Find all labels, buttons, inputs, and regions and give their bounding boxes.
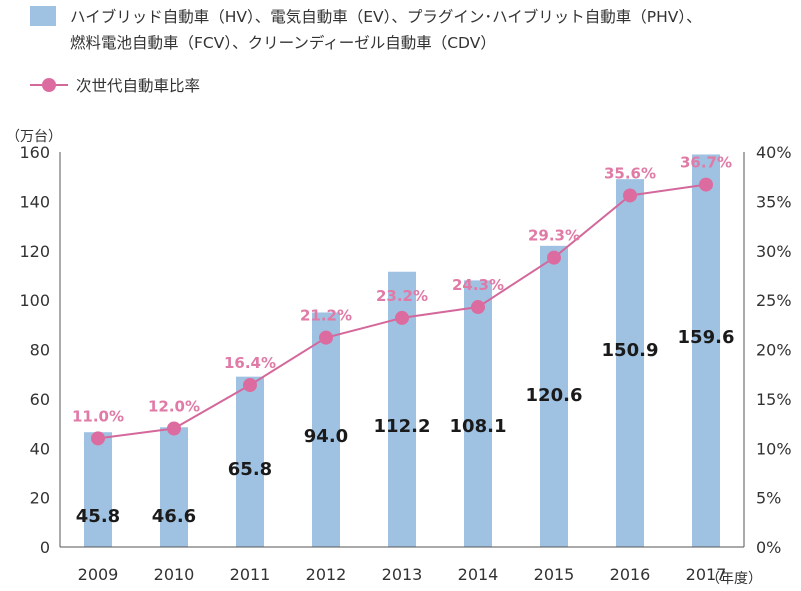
bar-2017 [692, 154, 720, 547]
y-left-tick-label: 100 [19, 291, 50, 310]
bar-2009 [84, 432, 112, 547]
x-tick-label: 2010 [154, 565, 195, 584]
ratio-point-2011 [243, 378, 257, 393]
y-left-tick-label: 40 [30, 439, 50, 458]
y-right-tick-label: 35% [756, 192, 792, 211]
legend-bar-label: ハイブリッド自動車（HV）、電気自動車（EV）、プラグイン･ハイブリット自動車（… [70, 8, 702, 52]
legend-line-entry: 次世代自動車比率 [30, 74, 200, 96]
y-right-tick-label: 25% [756, 291, 792, 310]
ratio-point-2013 [395, 310, 409, 325]
y-left-tick-label: 20 [30, 489, 50, 508]
bar-data-label: 150.9 [602, 340, 659, 361]
y-left-tick-label: 80 [30, 341, 50, 360]
ratio-point-2017 [699, 177, 713, 192]
ratio-data-label: 35.6% [604, 164, 656, 182]
bar-data-label: 65.8 [228, 459, 272, 480]
x-tick-label: 2012 [306, 565, 347, 584]
y-left-tick-label: 0 [40, 538, 50, 557]
bar-data-label: 108.1 [450, 416, 507, 437]
y-left-tick-label: 60 [30, 390, 50, 409]
ratio-point-2009 [91, 431, 105, 446]
y-right-tick-label: 20% [756, 341, 792, 360]
legend-bar-entry: ハイブリッド自動車（HV）、電気自動車（EV）、プラグイン･ハイブリット自動車（… [30, 4, 702, 56]
bar-2011 [236, 376, 264, 547]
ratio-point-2016 [623, 188, 637, 203]
ratio-data-label: 24.3% [452, 276, 504, 294]
y-left-tick-label: 140 [19, 192, 50, 211]
y-right-tick-label: 30% [756, 242, 792, 261]
ratio-data-label: 29.3% [528, 227, 580, 245]
x-tick-label: 2017 [686, 565, 727, 584]
x-tick-label: 2016 [610, 565, 651, 584]
x-tick-label: 2009 [78, 565, 119, 584]
y-right-tick-label: 10% [756, 439, 792, 458]
bar-2012 [312, 312, 340, 547]
y-right-tick-label: 40% [756, 143, 792, 162]
bar-data-label: 94.0 [304, 426, 348, 447]
ratio-data-label: 36.7% [680, 154, 732, 172]
x-tick-label: 2011 [230, 565, 271, 584]
y-left-tick-label: 160 [19, 143, 50, 162]
bar-2016 [616, 179, 644, 547]
x-tick-label: 2013 [382, 565, 423, 584]
bar-2015 [540, 245, 568, 547]
ratio-data-label: 21.2% [300, 307, 352, 325]
bar-data-label: 45.8 [76, 506, 120, 527]
bar-data-label: 159.6 [678, 327, 735, 348]
ratio-data-label: 23.2% [376, 287, 428, 305]
bar-2014 [464, 280, 492, 547]
x-unit: （年度） [706, 571, 762, 587]
legend-bar-swatch [30, 6, 56, 26]
y-right-tick-label: 5% [756, 489, 781, 508]
legend-line-label: 次世代自動車比率 [76, 77, 201, 95]
y-right-tick-label: 15% [756, 390, 792, 409]
x-tick-label: 2014 [458, 565, 499, 584]
ratio-data-label: 11.0% [72, 407, 124, 425]
bar-data-label: 112.2 [374, 416, 431, 437]
ratio-data-label: 12.0% [148, 398, 200, 416]
ratio-point-2012 [319, 330, 333, 345]
y-left-unit: （万台） [6, 129, 62, 145]
ratio-point-2014 [471, 300, 485, 315]
legend-line-symbol [30, 78, 68, 92]
bar-2010 [160, 427, 188, 547]
y-right-tick-label: 0% [756, 538, 781, 557]
ratio-point-2010 [167, 421, 181, 436]
bar-data-label: 120.6 [526, 385, 583, 406]
ratio-point-2015 [547, 250, 561, 265]
y-left-tick-label: 120 [19, 242, 50, 261]
bar-data-label: 46.6 [152, 506, 196, 527]
x-tick-label: 2015 [534, 565, 575, 584]
ratio-data-label: 16.4% [224, 354, 276, 372]
